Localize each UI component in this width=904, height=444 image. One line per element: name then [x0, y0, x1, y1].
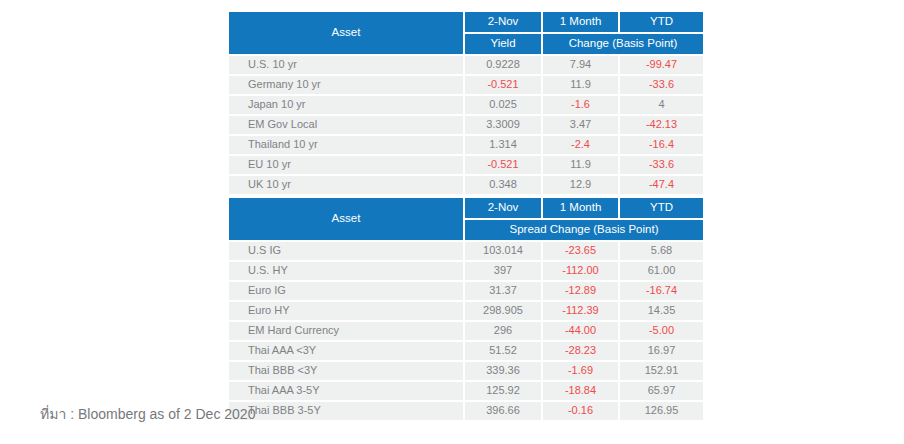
table-row: Thai AAA 3-5Y 125.92 -18.84 65.97	[228, 381, 704, 401]
table-row: Euro HY 298.905 -112.39 14.35	[228, 301, 704, 321]
value-cell: 7.94	[542, 55, 619, 75]
asset-cell: Thai AAA 3-5Y	[228, 381, 464, 401]
header-row: Asset 2-Nov 1 Month YTD	[228, 197, 704, 219]
value-cell: -28.23	[542, 341, 619, 361]
asset-cell: Thailand 10 yr	[228, 135, 464, 155]
value-cell: 396.66	[464, 401, 542, 421]
asset-cell: Euro IG	[228, 281, 464, 301]
value-cell: -18.84	[542, 381, 619, 401]
table-row: EM Hard Currency 296 -44.00 -5.00	[228, 321, 704, 341]
value-cell: 61.00	[619, 261, 704, 281]
value-cell: 3.47	[542, 115, 619, 135]
value-cell: -0.521	[464, 75, 542, 95]
value-cell: -112.00	[542, 261, 619, 281]
col-header-ytd: YTD	[619, 11, 704, 33]
table-row: U.S. 10 yr 0.9228 7.94 -99.47	[228, 55, 704, 75]
table-row: Thai BBB 3-5Y 396.66 -0.16 126.95	[228, 401, 704, 421]
value-cell: -2.4	[542, 135, 619, 155]
table-row: Germany 10 yr -0.521 11.9 -33.6	[228, 75, 704, 95]
value-cell: -47.4	[619, 175, 704, 195]
value-cell: 1.314	[464, 135, 542, 155]
subheader-yield: Yield	[464, 33, 542, 55]
value-cell: -16.4	[619, 135, 704, 155]
value-cell: -12.89	[542, 281, 619, 301]
value-cell: 14.35	[619, 301, 704, 321]
asset-cell: Japan 10 yr	[228, 95, 464, 115]
value-cell: 16.97	[619, 341, 704, 361]
col-header-asset: Asset	[228, 11, 464, 55]
table-row: Thai BBB <3Y 339.36 -1.69 152.91	[228, 361, 704, 381]
financial-tables: Asset 2-Nov 1 Month YTD Yield Change (Ba…	[227, 10, 703, 422]
value-cell: 296	[464, 321, 542, 341]
value-cell: -5.00	[619, 321, 704, 341]
table-row: UK 10 yr 0.348 12.9 -47.4	[228, 175, 704, 195]
value-cell: 125.92	[464, 381, 542, 401]
value-cell: -0.521	[464, 155, 542, 175]
table-row: EU 10 yr -0.521 11.9 -33.6	[228, 155, 704, 175]
col-header-2nov: 2-Nov	[464, 197, 542, 219]
asset-cell: EM Hard Currency	[228, 321, 464, 341]
value-cell: 4	[619, 95, 704, 115]
header-row: Asset 2-Nov 1 Month YTD	[228, 11, 704, 33]
value-cell: 126.95	[619, 401, 704, 421]
table-row: EM Gov Local 3.3009 3.47 -42.13	[228, 115, 704, 135]
value-cell: 0.025	[464, 95, 542, 115]
value-cell: -44.00	[542, 321, 619, 341]
table-row: Euro IG 31.37 -12.89 -16.74	[228, 281, 704, 301]
value-cell: 65.97	[619, 381, 704, 401]
col-header-2nov: 2-Nov	[464, 11, 542, 33]
value-cell: -33.6	[619, 155, 704, 175]
asset-cell: Thai BBB <3Y	[228, 361, 464, 381]
value-cell: 0.9228	[464, 55, 542, 75]
col-header-ytd: YTD	[619, 197, 704, 219]
value-cell: 298.905	[464, 301, 542, 321]
value-cell: -1.69	[542, 361, 619, 381]
value-cell: 0.348	[464, 175, 542, 195]
table-row: Japan 10 yr 0.025 -1.6 4	[228, 95, 704, 115]
col-header-1month: 1 Month	[542, 11, 619, 33]
subheader-change: Change (Basis Point)	[542, 33, 704, 55]
table-row: U.S. HY 397 -112.00 61.00	[228, 261, 704, 281]
subheader-spread-change: Spread Change (Basis Point)	[464, 219, 704, 241]
value-cell: -1.6	[542, 95, 619, 115]
table-row: Thai AAA <3Y 51.52 -28.23 16.97	[228, 341, 704, 361]
value-cell: 3.3009	[464, 115, 542, 135]
value-cell: -42.13	[619, 115, 704, 135]
asset-cell: Thai AAA <3Y	[228, 341, 464, 361]
bond-yields-table: Asset 2-Nov 1 Month YTD Yield Change (Ba…	[227, 10, 705, 196]
value-cell: 152.91	[619, 361, 704, 381]
asset-cell: U.S. HY	[228, 261, 464, 281]
asset-cell: Euro HY	[228, 301, 464, 321]
value-cell: -16.74	[619, 281, 704, 301]
value-cell: -0.16	[542, 401, 619, 421]
value-cell: 51.52	[464, 341, 542, 361]
col-header-1month: 1 Month	[542, 197, 619, 219]
asset-cell: UK 10 yr	[228, 175, 464, 195]
col-header-asset: Asset	[228, 197, 464, 241]
source-note: ที่มา : Bloomberg as of 2 Dec 2020	[40, 405, 255, 423]
value-cell: 12.9	[542, 175, 619, 195]
asset-cell: EU 10 yr	[228, 155, 464, 175]
value-cell: 5.68	[619, 241, 704, 261]
table-row: Thailand 10 yr 1.314 -2.4 -16.4	[228, 135, 704, 155]
value-cell: 11.9	[542, 155, 619, 175]
value-cell: 11.9	[542, 75, 619, 95]
value-cell: 339.36	[464, 361, 542, 381]
asset-cell: Thai BBB 3-5Y	[228, 401, 464, 421]
value-cell: -33.6	[619, 75, 704, 95]
value-cell: 103.014	[464, 241, 542, 261]
value-cell: 397	[464, 261, 542, 281]
value-cell: -99.47	[619, 55, 704, 75]
value-cell: 31.37	[464, 281, 542, 301]
asset-cell: U.S. 10 yr	[228, 55, 464, 75]
table-row: U.S IG 103.014 -23.65 5.68	[228, 241, 704, 261]
credit-spreads-table: Asset 2-Nov 1 Month YTD Spread Change (B…	[227, 196, 705, 422]
value-cell: -112.39	[542, 301, 619, 321]
asset-cell: Germany 10 yr	[228, 75, 464, 95]
asset-cell: EM Gov Local	[228, 115, 464, 135]
asset-cell: U.S IG	[228, 241, 464, 261]
value-cell: -23.65	[542, 241, 619, 261]
